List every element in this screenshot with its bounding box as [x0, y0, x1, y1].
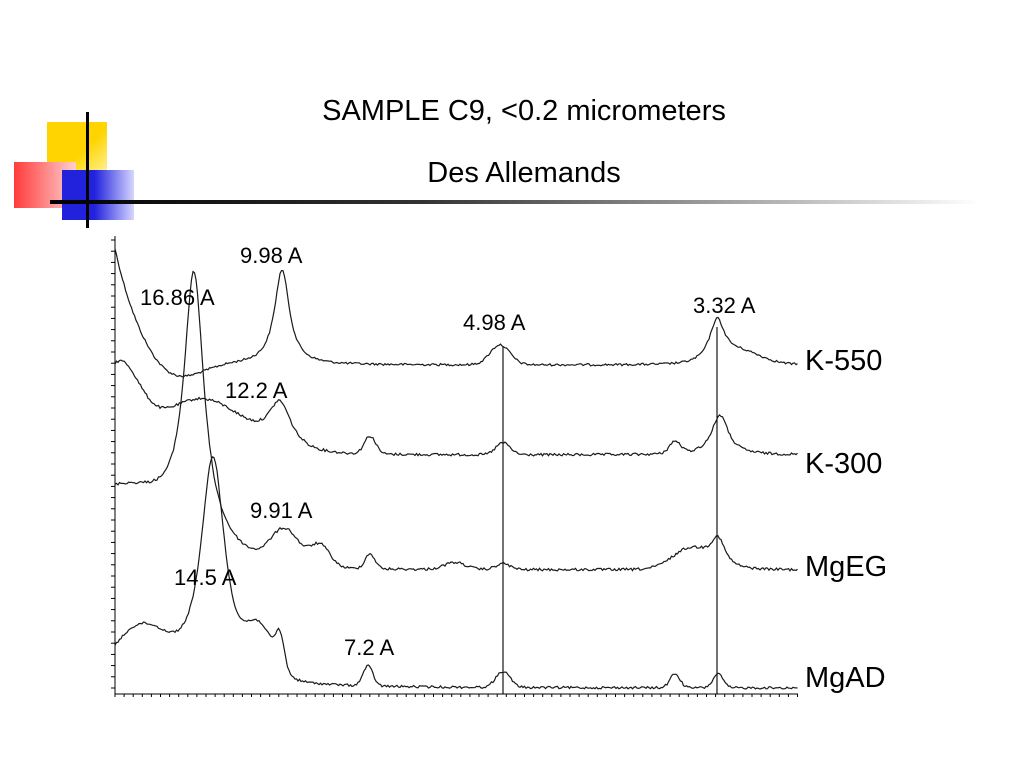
peak-label-14-5: 14.5 A	[174, 565, 237, 590]
series-line-k550	[114, 248, 798, 378]
series-line-mgad	[114, 455, 798, 690]
series-label-k550: K-550	[805, 345, 882, 377]
horizontal-rule-decor	[50, 200, 980, 204]
series-label-mgeg: MgEG	[805, 551, 887, 583]
blue-square-decor	[62, 170, 134, 220]
peak-label-9-91: 9.91 A	[250, 498, 313, 523]
axes	[111, 236, 798, 697]
peak-label-16-86: 16.86 A	[140, 285, 215, 310]
chart-title: SAMPLE C9, <0.2 micrometers	[322, 95, 726, 127]
chart-subtitle: Des Allemands	[427, 157, 621, 189]
peak-label-9-98: 9.98 A	[240, 243, 303, 268]
series-line-mgeg	[114, 270, 798, 572]
series-label-k300: K-300	[805, 448, 882, 480]
series-label-mgad: MgAD	[805, 662, 886, 694]
series-line-k300	[114, 359, 798, 457]
peak-label-4-98: 4.98 A	[463, 310, 526, 335]
x-axis-ticks	[114, 694, 798, 697]
y-axis-ticks	[111, 239, 115, 689]
peak-label-12-2: 12.2 A	[225, 378, 288, 403]
peak-label-3-32: 3.32 A	[693, 293, 756, 318]
vertical-rule-decor	[86, 112, 89, 228]
peak-label-7-2: 7.2 A	[344, 635, 394, 660]
